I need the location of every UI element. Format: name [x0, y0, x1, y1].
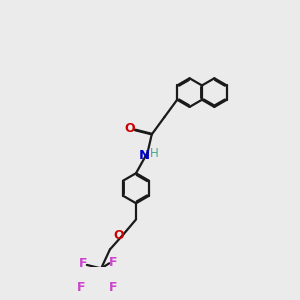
Text: O: O [125, 122, 135, 135]
Text: O: O [114, 229, 124, 242]
Text: F: F [76, 281, 85, 294]
Text: F: F [109, 256, 117, 268]
Text: H: H [150, 147, 158, 160]
Text: F: F [78, 257, 87, 270]
Text: N: N [139, 149, 150, 162]
Text: F: F [109, 281, 117, 294]
